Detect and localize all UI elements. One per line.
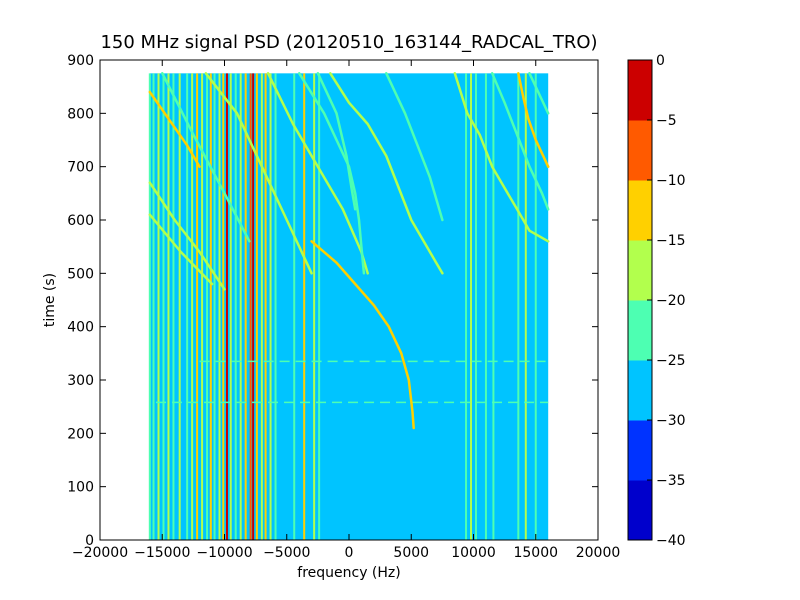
colorbar-tick-label: −20 xyxy=(656,293,686,309)
colorbar-segment-3 xyxy=(628,300,652,361)
colorbar-tick-label: −25 xyxy=(656,353,686,369)
y-tick-label: 300 xyxy=(67,373,94,389)
drift-curve-8 xyxy=(316,72,357,211)
y-tick-label: 600 xyxy=(67,213,94,229)
colorbar-segment-5 xyxy=(628,180,652,241)
colorbar-segment-1 xyxy=(628,420,652,481)
drift-curve-9 xyxy=(329,72,444,275)
drift-curve-12 xyxy=(517,72,550,168)
x-tick-label: −10000 xyxy=(196,545,252,561)
drift-curve-0 xyxy=(148,90,201,168)
x-tick-label: −15000 xyxy=(134,545,190,561)
y-tick-label: 0 xyxy=(85,533,94,549)
colorbar-tick-label: −35 xyxy=(656,473,686,489)
y-tick-label: 700 xyxy=(67,160,94,176)
colorbar-segment-0 xyxy=(628,480,652,541)
colorbar-segment-2 xyxy=(628,360,652,421)
colorbar-tick-label: 0 xyxy=(656,53,665,69)
chart-title: 150 MHz signal PSD (20120510_163144_RADC… xyxy=(100,32,597,53)
colorbar-tick-label: −10 xyxy=(656,173,686,189)
x-tick-label: 15000 xyxy=(513,545,558,561)
heatmap-image xyxy=(148,72,550,540)
drift-curve-4 xyxy=(204,72,313,275)
x-tick-label: −20000 xyxy=(72,545,128,561)
x-axis-label: frequency (Hz) xyxy=(297,565,400,581)
drift-curve-3 xyxy=(161,72,251,243)
x-tick-label: 5000 xyxy=(393,545,429,561)
colorbar-tick-label: −30 xyxy=(656,413,686,429)
colorbar-tick-label: −15 xyxy=(656,233,686,249)
x-tick-label: 10000 xyxy=(451,545,496,561)
drift-curve-7 xyxy=(297,72,366,275)
colorbar: −40 −35 −30 −25 −20 −15 −10 −5 0 xyxy=(627,53,686,549)
drift-curve-2 xyxy=(148,213,214,286)
drift-curve-11 xyxy=(453,72,550,243)
colorbar-segment-6 xyxy=(628,120,652,181)
drift-curve-10 xyxy=(385,72,444,222)
y-tick-label: 100 xyxy=(67,480,94,496)
colorbar-segment-7 xyxy=(628,60,652,121)
y-tick-label: 200 xyxy=(67,426,94,442)
plot-area: −20000 −15000 −10000 −5000 0 5000 10000 15000 20… xyxy=(67,53,620,561)
x-tick-label: −5000 xyxy=(263,545,310,561)
drift-curve-6 xyxy=(310,240,415,430)
y-axis-label: time (s) xyxy=(42,273,58,327)
colorbar-tick-label: −5 xyxy=(656,113,677,129)
drift-curve-1 xyxy=(148,181,226,291)
colorbar-tick-label: −40 xyxy=(656,533,686,549)
drift-curve-14 xyxy=(528,72,550,115)
y-tick-label: 900 xyxy=(67,53,94,69)
drift-curve-13 xyxy=(490,72,550,211)
colorbar-segment-4 xyxy=(628,240,652,301)
x-axis: −20000 −15000 −10000 −5000 0 5000 10000 15000 20… xyxy=(72,60,620,561)
y-tick-label: 800 xyxy=(67,106,94,122)
x-tick-label: 20000 xyxy=(576,545,621,561)
y-tick-label: 400 xyxy=(67,320,94,336)
heatmap-background xyxy=(149,73,549,540)
y-axis: 0 100 200 300 400 500 600 700 800 900 xyxy=(67,53,598,549)
x-tick-label: 0 xyxy=(345,545,354,561)
y-tick-label: 500 xyxy=(67,266,94,282)
